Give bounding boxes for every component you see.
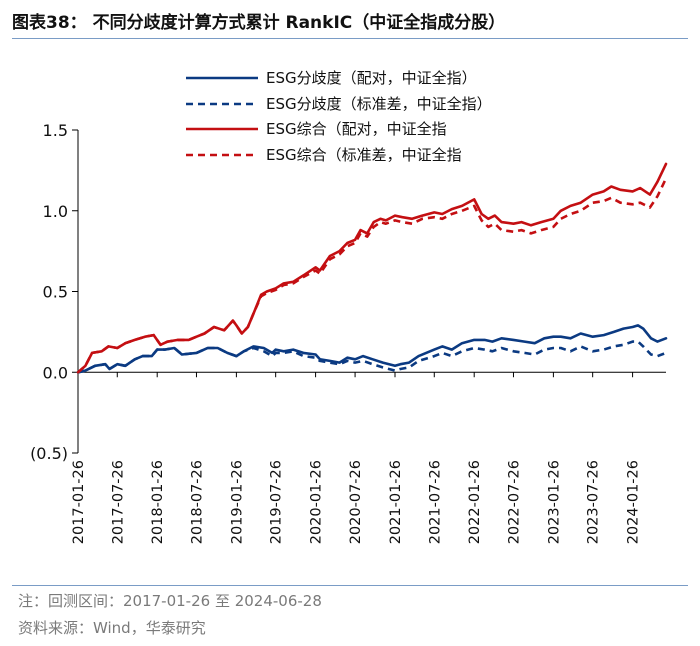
x-tick-label: 2020-01-26 bbox=[309, 460, 325, 544]
line-chart: (0.5)0.00.51.01.5 2017-01-26 2017-07-26 20… bbox=[30, 69, 668, 544]
x-tick-label: 2023-07-26 bbox=[586, 460, 602, 544]
series-line-2 bbox=[77, 340, 667, 374]
footnote: 注：回测区间：2017-01-26 至 2024-06-28 bbox=[18, 592, 322, 610]
x-axis: 2017-01-26 2017-07-26 2018-01-26 2018-07-26… bbox=[71, 371, 666, 544]
x-tick-label: 2020-07-26 bbox=[348, 460, 364, 544]
legend-label-1: ESG分歧度（配对，中证全指） bbox=[266, 69, 477, 87]
x-tick-label: 2017-07-26 bbox=[110, 460, 126, 544]
x-tick-label: 2022-01-26 bbox=[467, 460, 483, 544]
series-layer bbox=[76, 162, 668, 374]
x-tick-label: 2021-01-26 bbox=[388, 460, 404, 544]
y-tick-label: 1.5 bbox=[43, 121, 68, 140]
x-tick-label: 2019-01-26 bbox=[229, 460, 245, 544]
title-rule bbox=[12, 38, 688, 39]
legend-label-4: ESG综合（标准差，中证全指 bbox=[266, 146, 462, 164]
y-axis: (0.5) 0.0 0.5 1.0 1.5 bbox=[30, 121, 79, 463]
x-tick-label: 2023-01-26 bbox=[546, 460, 562, 544]
x-tick-label: 2018-07-26 bbox=[189, 460, 205, 544]
series-line-4 bbox=[77, 177, 668, 374]
source-note: 资料来源：Wind，华泰研究 bbox=[18, 619, 206, 637]
y-tick-label: 1.0 bbox=[43, 202, 68, 221]
x-tick-label: 2022-07-26 bbox=[506, 460, 522, 544]
y-tick-label: 0.0 bbox=[43, 363, 68, 382]
x-tick-label: 2017-01-26 bbox=[71, 460, 87, 544]
series-line-3 bbox=[76, 162, 668, 374]
footer-rule bbox=[12, 585, 688, 586]
legend-label-3: ESG综合（配对，中证全指 bbox=[266, 120, 447, 138]
x-tick-label: 2024-01-26 bbox=[626, 460, 642, 544]
y-tick-label: (0.5) bbox=[30, 444, 68, 463]
legend: ESG分歧度（配对，中证全指） ESG分歧度（标准差，中证全指） ESG综合（配对，… bbox=[186, 69, 492, 164]
x-tick-label: 2021-07-26 bbox=[427, 460, 443, 544]
x-tick-label: 2019-07-26 bbox=[269, 460, 285, 544]
y-tick-label: 0.5 bbox=[43, 283, 68, 302]
x-tick-label: 2018-01-26 bbox=[150, 460, 166, 544]
figure-title: 图表38： 不同分歧度计算方式累计 RankIC（中证全指成分股） bbox=[12, 13, 506, 33]
legend-label-2: ESG分歧度（标准差，中证全指） bbox=[266, 95, 492, 113]
